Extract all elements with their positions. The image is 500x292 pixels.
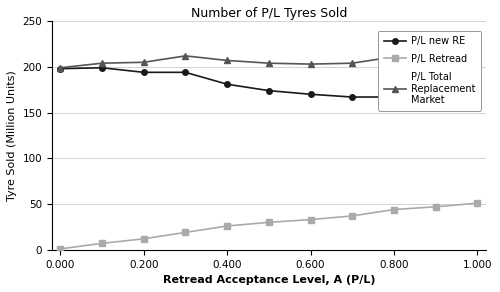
Title: Number of P/L Tyres Sold: Number of P/L Tyres Sold	[190, 7, 347, 20]
Legend: P/L new RE, P/L Retread, P/L Total
Replacement
Market: P/L new RE, P/L Retread, P/L Total Repla…	[378, 31, 481, 111]
Y-axis label: Tyre Sold (Million Units): Tyre Sold (Million Units)	[7, 70, 17, 201]
X-axis label: Retread Acceptance Level, A (P/L): Retread Acceptance Level, A (P/L)	[162, 275, 375, 285]
